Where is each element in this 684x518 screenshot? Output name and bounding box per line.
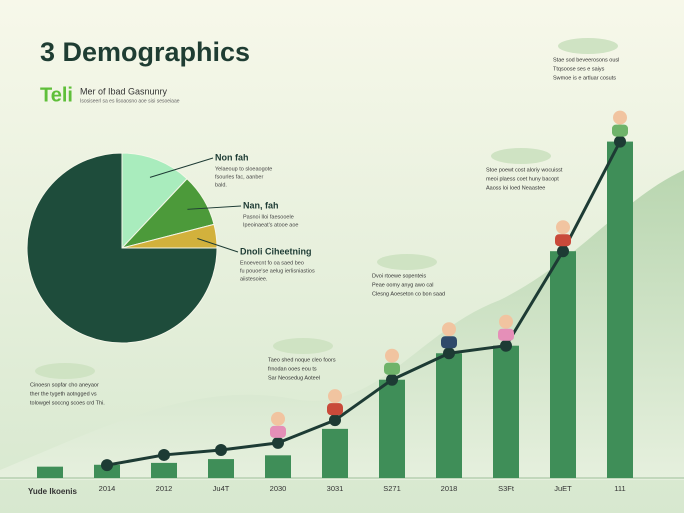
trend-line (106, 140, 622, 467)
x-tick-label: 2018 (441, 484, 458, 493)
person-head (613, 110, 627, 125)
bar (208, 459, 234, 478)
x-tick-label: 2014 (99, 484, 116, 493)
person-head (271, 411, 285, 426)
bar (493, 345, 519, 478)
x-tick-label: S271 (383, 484, 401, 493)
annotation: Taeo shed noque cleo foors (268, 357, 336, 363)
caption-small: Isosiseerl sa es lisoaosno aoe sisi seso… (80, 98, 180, 104)
point (215, 444, 227, 457)
point (614, 135, 626, 148)
pie-label: Dnoli Ciheetning (240, 246, 312, 256)
bar (379, 379, 405, 478)
annotation: tolowgel soccng scoes crd Thi. (30, 400, 105, 406)
annotation: Stoe poewt cost aloriy wocuisst (486, 167, 563, 173)
pie-description: Yelaeoup to sloeaogote (215, 166, 272, 172)
person-body (327, 403, 343, 416)
pie-slice (121, 152, 188, 250)
cloud (273, 338, 333, 354)
person-body (270, 425, 286, 438)
annotation: frnodan ooes eou ts (268, 366, 317, 372)
x-tick-label: Ju4T (213, 484, 230, 493)
leader-line (197, 238, 239, 253)
point (386, 373, 398, 386)
cloud (377, 254, 437, 270)
bar (37, 466, 63, 478)
point (443, 347, 455, 360)
person-body (612, 124, 628, 137)
annotation: meoi plaess coet huny bacopt (486, 176, 559, 182)
pie-description: Pasnoi Iloi faesooele (243, 214, 294, 220)
person-body (441, 336, 457, 349)
bar (94, 464, 120, 478)
bar (322, 428, 348, 478)
cloud (558, 38, 618, 54)
person-body (498, 328, 514, 341)
pie-label: Nan, fah (243, 200, 279, 210)
leader-line (187, 205, 242, 210)
bar (151, 462, 177, 478)
x-tick-label: 2030 (270, 484, 287, 493)
x-axis-label: Yude Ikoenis (28, 487, 77, 496)
person-head (328, 389, 342, 404)
person-body (555, 234, 571, 247)
annotation: Dvoi rtoewe sopenteis (372, 273, 426, 279)
x-tick-label: 2012 (156, 484, 173, 493)
x-tick-label: 3031 (327, 484, 344, 493)
bar (436, 353, 462, 478)
cloud (491, 148, 551, 164)
leader-line (149, 157, 214, 178)
x-tick-label: JuET (554, 484, 572, 493)
annotation: Clesng Aoeseton co bon saad (372, 291, 445, 297)
pie-description: bald. (215, 182, 227, 188)
title: 3 Demographics (40, 37, 250, 67)
bar (607, 141, 633, 478)
annotation: Aaoss loi loed Neaastee (486, 185, 545, 191)
person-head (385, 348, 399, 363)
pie-slice (26, 152, 218, 344)
annotation: Ttqsoose ses e saiys (553, 66, 605, 72)
annotation: Swmoe is e artluar cosuts (553, 75, 616, 81)
x-tick-label: 111 (614, 484, 625, 493)
annotation: Sar Neosedug Aoteel (268, 375, 320, 381)
point (557, 245, 569, 258)
caption: Mer of Ibad Gasnunry (80, 86, 168, 96)
cloud (35, 363, 95, 379)
pie-description: fsourles fac, aanber (215, 174, 263, 180)
subtitle: Teli (40, 84, 73, 106)
point (272, 436, 284, 449)
person-body (384, 362, 400, 375)
pie-description: fu pouoe'se aelug ierlisniastios (240, 268, 315, 274)
bar (550, 251, 576, 478)
point (101, 459, 113, 472)
pie-description: Enoevecnt fo oa saed beo (240, 260, 304, 266)
x-tick-label: S3Ft (498, 484, 515, 493)
annotation: Cinoesn sopfar cho aneyaor (30, 382, 99, 388)
pie-description: aiistesoiee. (240, 276, 268, 282)
pie-description: Ipeoinaeat's atooe aoe (243, 222, 299, 228)
annotation: ther the tygeth aotngged vs (30, 391, 97, 397)
person-head (556, 220, 570, 235)
bar (265, 455, 291, 478)
pie-label: Non fah (215, 152, 249, 162)
point (500, 339, 512, 352)
person-head (499, 314, 513, 329)
annotation: Stae sod beveerosons ousl (553, 57, 619, 63)
annotation: Peae oomy anyg awo cal (372, 282, 433, 288)
point (329, 414, 341, 427)
point (158, 448, 170, 461)
person-head (442, 322, 456, 337)
